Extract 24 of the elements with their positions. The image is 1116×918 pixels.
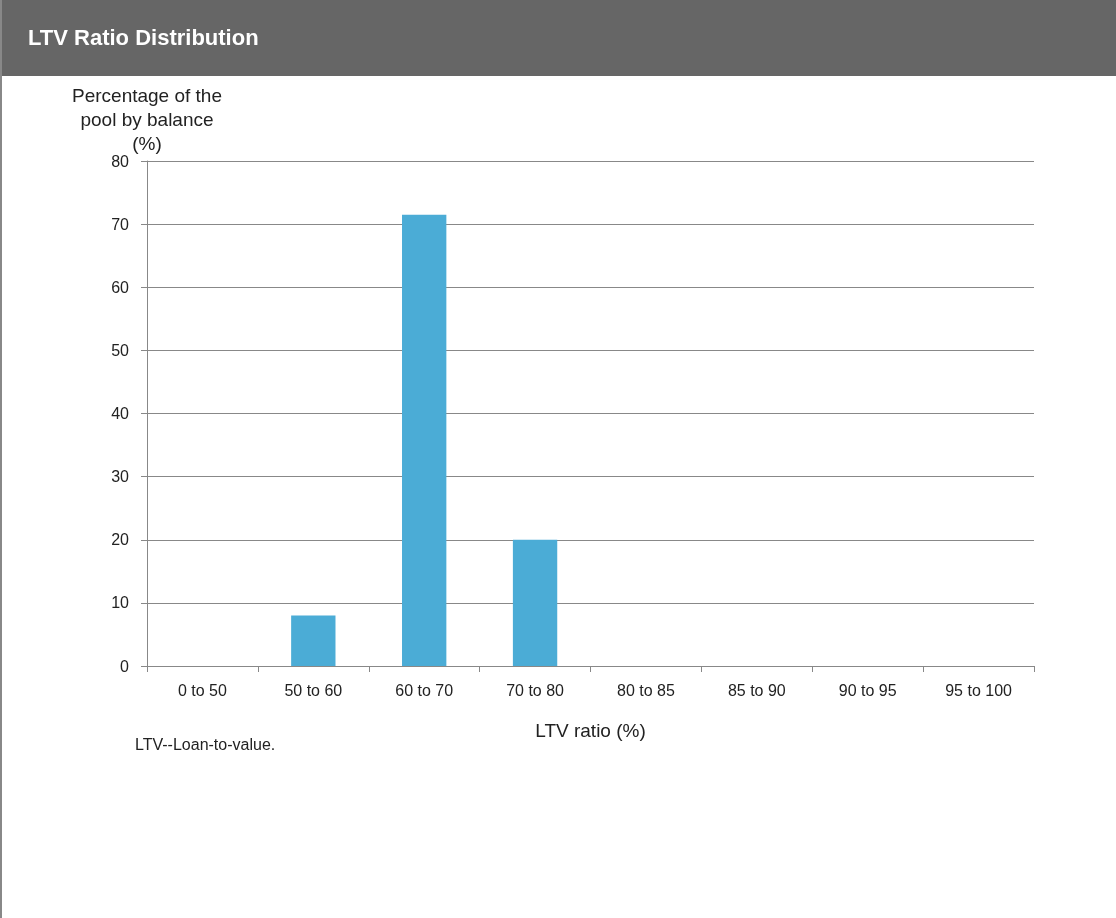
x-axis-title: LTV ratio (%) xyxy=(535,720,646,741)
x-tick-label: 80 to 85 xyxy=(617,681,675,699)
y-tick-label: 0 xyxy=(120,657,130,675)
y-tick-label: 30 xyxy=(111,468,130,486)
text: LTV--Loan-to-value. xyxy=(135,735,276,753)
bar xyxy=(402,214,447,666)
y-tick-label: 40 xyxy=(111,405,130,422)
y-tick-label: 20 xyxy=(111,531,130,549)
x-tick-label: 0 to 50 xyxy=(177,681,227,699)
y-tick-label: 80 xyxy=(111,152,130,170)
x-tick-label: 70 to 80 xyxy=(506,681,565,699)
y-tick-label: 50 xyxy=(111,341,130,359)
y-axis-title: Percentage of the pool by balance (%) xyxy=(72,85,222,155)
y-tick-label: 70 xyxy=(111,215,130,233)
bar xyxy=(512,539,558,666)
y-tick-label: 60 xyxy=(111,278,130,296)
x-tick-label: 85 to 90 xyxy=(727,681,786,699)
x-tick-label: 95 to 100 xyxy=(945,681,1013,699)
bar xyxy=(291,615,336,666)
x-tick-label: 90 to 95 xyxy=(838,681,897,699)
x-tick-label: 60 to 70 xyxy=(395,681,454,699)
chart-title: LTV Ratio Distribution xyxy=(2,0,1116,76)
x-tick-label: 50 to 60 xyxy=(284,681,343,699)
y-tick-label: 10 xyxy=(111,594,130,612)
